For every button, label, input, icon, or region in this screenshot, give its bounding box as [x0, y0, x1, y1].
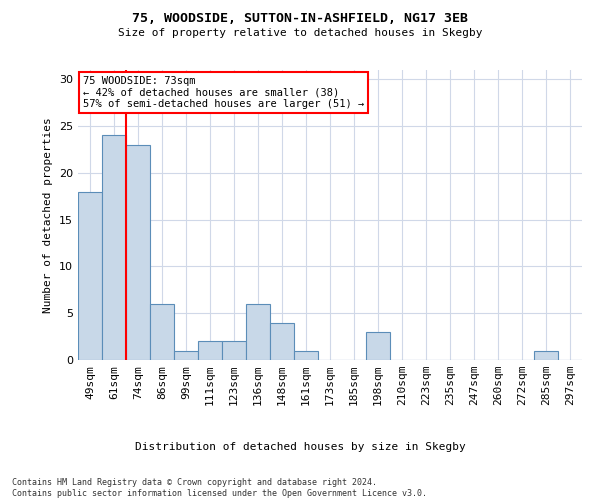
Bar [198, 342, 222, 360]
Y-axis label: Number of detached properties: Number of detached properties [43, 117, 53, 313]
Text: Distribution of detached houses by size in Skegby: Distribution of detached houses by size … [134, 442, 466, 452]
Text: 75 WOODSIDE: 73sqm
← 42% of detached houses are smaller (38)
57% of semi-detache: 75 WOODSIDE: 73sqm ← 42% of detached hou… [83, 76, 364, 109]
Bar [126, 145, 150, 360]
Bar [78, 192, 102, 360]
Text: Size of property relative to detached houses in Skegby: Size of property relative to detached ho… [118, 28, 482, 38]
Bar [366, 332, 390, 360]
Bar [174, 350, 198, 360]
Bar [222, 342, 246, 360]
Bar [102, 136, 126, 360]
Bar [270, 322, 294, 360]
Bar [150, 304, 174, 360]
Bar [294, 350, 318, 360]
Text: Contains HM Land Registry data © Crown copyright and database right 2024.
Contai: Contains HM Land Registry data © Crown c… [12, 478, 427, 498]
Text: 75, WOODSIDE, SUTTON-IN-ASHFIELD, NG17 3EB: 75, WOODSIDE, SUTTON-IN-ASHFIELD, NG17 3… [132, 12, 468, 26]
Bar [246, 304, 270, 360]
Bar [534, 350, 558, 360]
